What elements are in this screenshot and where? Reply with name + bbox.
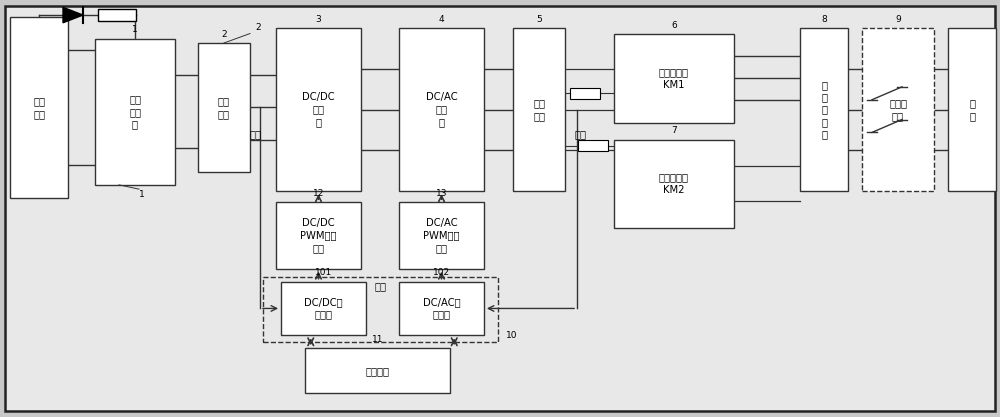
Bar: [862, 28, 934, 191]
Text: 直流
断路
器: 直流 断路 器: [129, 94, 141, 129]
Text: 10: 10: [506, 331, 518, 339]
Bar: [578, 140, 608, 151]
Text: 隔
离
变
压
器: 隔 离 变 压 器: [821, 80, 827, 139]
Bar: [98, 9, 136, 22]
Bar: [614, 34, 734, 123]
Text: 采样: 采样: [249, 129, 261, 139]
Text: 101: 101: [315, 268, 332, 277]
Bar: [570, 88, 600, 99]
Text: 12: 12: [313, 189, 324, 198]
Text: 直流
滤波: 直流 滤波: [218, 96, 230, 119]
Bar: [281, 281, 366, 335]
Text: 蓄电
池组: 蓄电 池组: [33, 96, 45, 119]
Text: 交流断
路器: 交流断 路器: [889, 98, 907, 121]
Bar: [305, 348, 450, 393]
Text: 1: 1: [139, 190, 145, 199]
Text: 102: 102: [433, 268, 450, 277]
Bar: [948, 28, 996, 191]
Text: DC/AC
变换
器: DC/AC 变换 器: [426, 92, 457, 127]
Text: 13: 13: [436, 189, 447, 198]
Text: 采样: 采样: [374, 281, 386, 291]
Bar: [513, 28, 565, 191]
Bar: [399, 281, 484, 335]
Text: DC/DC
变换
器: DC/DC 变换 器: [302, 92, 335, 127]
Text: 交流
滤波: 交流 滤波: [533, 98, 545, 121]
Bar: [198, 43, 250, 172]
Text: 5: 5: [536, 15, 542, 24]
Text: 8: 8: [821, 15, 827, 24]
Text: 11: 11: [372, 335, 383, 344]
Bar: [614, 140, 734, 228]
Text: DC/AC控
制主板: DC/AC控 制主板: [423, 297, 460, 320]
Bar: [276, 28, 361, 191]
Text: 9: 9: [895, 15, 901, 24]
Text: DC/DC
PWM驱动
电路: DC/DC PWM驱动 电路: [300, 218, 337, 253]
Text: 7: 7: [671, 126, 677, 136]
Text: DC/AC
PWM驱动
电路: DC/AC PWM驱动 电路: [423, 218, 460, 253]
Text: 电
网: 电 网: [969, 98, 975, 121]
Bar: [10, 17, 68, 198]
Bar: [399, 202, 484, 269]
Bar: [95, 39, 175, 185]
Text: 1: 1: [132, 25, 138, 34]
Text: 2: 2: [221, 30, 227, 39]
Text: 采样: 采样: [574, 129, 586, 139]
Text: 3: 3: [316, 15, 321, 24]
Text: 交流接触器
KM1: 交流接触器 KM1: [659, 67, 689, 90]
Text: 人机界面: 人机界面: [366, 366, 390, 376]
Bar: [276, 202, 361, 269]
Polygon shape: [63, 8, 83, 23]
Text: DC/DC控
制主板: DC/DC控 制主板: [304, 297, 343, 320]
Text: 2: 2: [255, 23, 261, 32]
Text: 6: 6: [671, 21, 677, 30]
Text: 交流接触器
KM2: 交流接触器 KM2: [659, 173, 689, 195]
Bar: [800, 28, 848, 191]
Text: 4: 4: [439, 15, 444, 24]
Bar: [263, 277, 498, 342]
Bar: [399, 28, 484, 191]
